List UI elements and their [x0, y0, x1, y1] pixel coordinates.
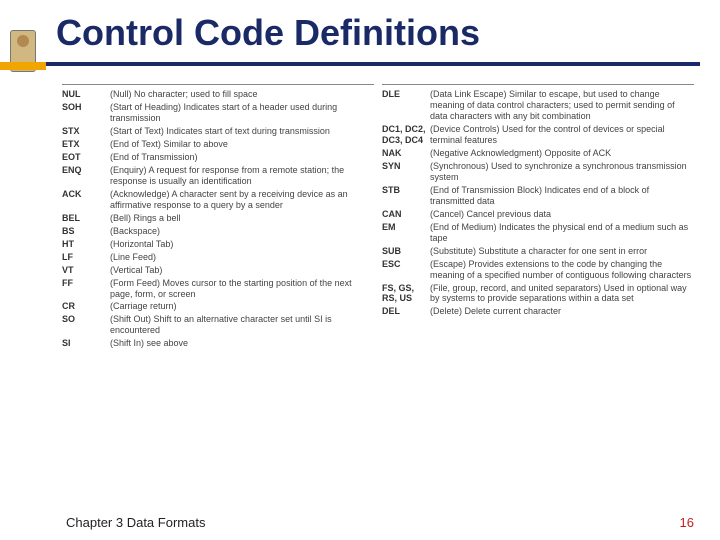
- footer-page-number: 16: [680, 515, 694, 530]
- slide-page: Control Code Definitions NUL(Null) No ch…: [0, 0, 720, 540]
- control-code: CR: [62, 301, 110, 312]
- control-code: BEL: [62, 213, 110, 224]
- control-description: (Bell) Rings a bell: [110, 213, 374, 224]
- control-code: SUB: [382, 246, 430, 257]
- control-code: FS, GS, RS, US: [382, 283, 430, 305]
- control-code: SYN: [382, 161, 430, 183]
- control-code: SO: [62, 314, 110, 336]
- definition-row: BS(Backspace): [62, 226, 374, 237]
- definition-row: SOH(Start of Heading) Indicates start of…: [62, 102, 374, 124]
- definition-row: VT(Vertical Tab): [62, 265, 374, 276]
- title-rule: [56, 62, 700, 66]
- control-description: (Line Feed): [110, 252, 374, 263]
- control-code: HT: [62, 239, 110, 250]
- control-description: (Delete) Delete current character: [430, 306, 694, 317]
- control-description: (Shift Out) Shift to an alternative char…: [110, 314, 374, 336]
- control-code: LF: [62, 252, 110, 263]
- control-code: ETX: [62, 139, 110, 150]
- control-description: (End of Medium) Indicates the physical e…: [430, 222, 694, 244]
- definition-row: LF(Line Feed): [62, 252, 374, 263]
- control-description: (Enquiry) A request for response from a …: [110, 165, 374, 187]
- control-description: (Horizontal Tab): [110, 239, 374, 250]
- control-code: DEL: [382, 306, 430, 317]
- control-description: (Substitute) Substitute a character for …: [430, 246, 694, 257]
- definition-row: EOT(End of Transmission): [62, 152, 374, 163]
- definitions-table: NUL(Null) No character; used to fill spa…: [56, 84, 700, 351]
- definition-row: NAK(Negative Acknowledgment) Opposite of…: [382, 148, 694, 159]
- control-code: VT: [62, 265, 110, 276]
- definition-row: CR(Carriage return): [62, 301, 374, 312]
- right-column: DLE(Data Link Escape) Similar to escape,…: [382, 84, 694, 351]
- definition-row: DLE(Data Link Escape) Similar to escape,…: [382, 89, 694, 122]
- definition-row: SO(Shift Out) Shift to an alternative ch…: [62, 314, 374, 336]
- control-code: FF: [62, 278, 110, 300]
- definition-row: STB(End of Transmission Block) Indicates…: [382, 185, 694, 207]
- control-description: (Escape) Provides extensions to the code…: [430, 259, 694, 281]
- control-code: CAN: [382, 209, 430, 220]
- definition-row: NUL(Null) No character; used to fill spa…: [62, 89, 374, 100]
- control-description: (File, group, record, and united separat…: [430, 283, 694, 305]
- control-description: (Start of Heading) Indicates start of a …: [110, 102, 374, 124]
- control-code: STX: [62, 126, 110, 137]
- control-code: ACK: [62, 189, 110, 211]
- control-description: (Acknowledge) A character sent by a rece…: [110, 189, 374, 211]
- definition-row: SI(Shift In) see above: [62, 338, 374, 349]
- control-description: (End of Transmission Block) Indicates en…: [430, 185, 694, 207]
- control-code: STB: [382, 185, 430, 207]
- definition-row: ENQ(Enquiry) A request for response from…: [62, 165, 374, 187]
- control-code: SI: [62, 338, 110, 349]
- control-description: (Data Link Escape) Similar to escape, bu…: [430, 89, 694, 122]
- control-description: (Negative Acknowledgment) Opposite of AC…: [430, 148, 694, 159]
- main-rule: [46, 62, 700, 66]
- definition-row: HT(Horizontal Tab): [62, 239, 374, 250]
- definition-row: SYN(Synchronous) Used to synchronize a s…: [382, 161, 694, 183]
- accent-bar: [0, 62, 46, 70]
- control-description: (Null) No character; used to fill space: [110, 89, 374, 100]
- definition-row: SUB(Substitute) Substitute a character f…: [382, 246, 694, 257]
- control-description: (Start of Text) Indicates start of text …: [110, 126, 374, 137]
- definition-row: FS, GS, RS, US(File, group, record, and …: [382, 283, 694, 305]
- definition-row: ESC(Escape) Provides extensions to the c…: [382, 259, 694, 281]
- control-code: ENQ: [62, 165, 110, 187]
- definition-row: CAN(Cancel) Cancel previous data: [382, 209, 694, 220]
- definition-row: DC1, DC2, DC3, DC4(Device Controls) Used…: [382, 124, 694, 146]
- slide-footer: Chapter 3 Data Formats 16: [0, 515, 720, 530]
- control-description: (End of Transmission): [110, 152, 374, 163]
- control-code: DLE: [382, 89, 430, 122]
- control-description: (Cancel) Cancel previous data: [430, 209, 694, 220]
- control-code: SOH: [62, 102, 110, 124]
- control-code: BS: [62, 226, 110, 237]
- definition-row: ETX(End of Text) Similar to above: [62, 139, 374, 150]
- control-description: (Device Controls) Used for the control o…: [430, 124, 694, 146]
- definition-row: FF(Form Feed) Moves cursor to the starti…: [62, 278, 374, 300]
- footer-chapter: Chapter 3 Data Formats: [66, 515, 205, 530]
- control-description: (Backspace): [110, 226, 374, 237]
- definition-row: ACK(Acknowledge) A character sent by a r…: [62, 189, 374, 211]
- control-code: DC1, DC2, DC3, DC4: [382, 124, 430, 146]
- control-code: EM: [382, 222, 430, 244]
- control-code: ESC: [382, 259, 430, 281]
- control-description: (Vertical Tab): [110, 265, 374, 276]
- left-column: NUL(Null) No character; used to fill spa…: [62, 84, 374, 351]
- page-title: Control Code Definitions: [56, 12, 700, 60]
- control-code: NAK: [382, 148, 430, 159]
- control-description: (End of Text) Similar to above: [110, 139, 374, 150]
- control-code: NUL: [62, 89, 110, 100]
- control-code: EOT: [62, 152, 110, 163]
- definition-row: BEL(Bell) Rings a bell: [62, 213, 374, 224]
- control-description: (Carriage return): [110, 301, 374, 312]
- control-description: (Form Feed) Moves cursor to the starting…: [110, 278, 374, 300]
- control-description: (Synchronous) Used to synchronize a sync…: [430, 161, 694, 183]
- control-description: (Shift In) see above: [110, 338, 374, 349]
- definition-row: DEL(Delete) Delete current character: [382, 306, 694, 317]
- definition-row: STX(Start of Text) Indicates start of te…: [62, 126, 374, 137]
- definition-row: EM(End of Medium) Indicates the physical…: [382, 222, 694, 244]
